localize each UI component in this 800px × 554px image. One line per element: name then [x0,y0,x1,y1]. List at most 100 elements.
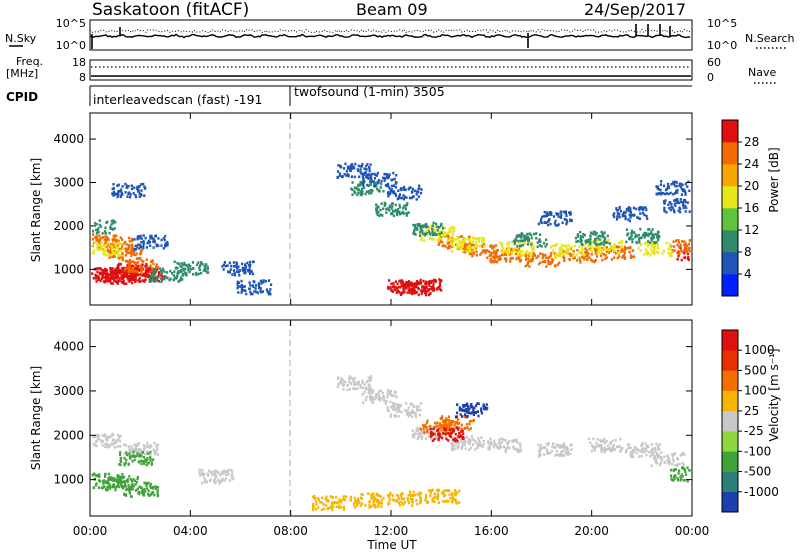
heatmap-cell [104,249,107,253]
heatmap-cell [96,473,99,477]
heatmap-cell [139,448,142,452]
heatmap-cell [92,277,95,280]
heatmap-cell [421,435,424,439]
heatmap-cell [331,508,334,512]
heatmap-cell [98,219,101,222]
heatmap-cell [650,443,653,446]
heatmap-cell [650,464,653,467]
heatmap-cell [119,236,122,240]
heatmap-cell [480,444,484,447]
heatmap-cell [653,455,656,458]
heatmap-cell [399,493,402,497]
heatmap-cell [129,272,132,276]
heatmap-cell [149,234,152,238]
heatmap-cell [144,236,147,240]
heatmap-cell [420,289,423,292]
heatmap-cell [629,236,632,239]
heatmap-cell [322,503,325,506]
heatmap-cell [504,450,507,454]
heatmap-cell [211,470,214,474]
heatmap-cell [391,190,394,193]
heatmap-cell [221,472,224,475]
heatmap-cell [369,394,372,398]
heatmap-cell [531,247,534,250]
heatmap-cell [461,437,464,440]
heatmap-cell [135,252,138,255]
heatmap-cell [503,445,506,449]
heatmap-cell [635,207,638,211]
heatmap-cell [610,248,613,252]
heatmap-cell [151,271,154,275]
heatmap-cell [140,459,143,463]
heatmap-cell [673,202,676,206]
heatmap-cell [445,425,448,429]
heatmap-cell [662,200,666,203]
heatmap-cell [677,241,680,244]
heatmap-cell [520,254,523,258]
heatmap-cell [405,413,409,416]
heatmap-cell [440,236,443,239]
heatmap-cell [380,389,383,393]
heatmap-cell [434,279,437,282]
heatmap-cell [155,444,158,448]
heatmap-cell [112,234,115,238]
colorbar-tick-label: 12 [744,223,759,237]
heatmap-cell [568,211,571,214]
heatmap-cell [662,192,665,195]
heatmap-cell [680,193,684,196]
heatmap-cell [596,438,599,441]
heatmap-cell [474,448,477,451]
heatmap-cell [416,228,419,232]
colorbar-tick-label: 20 [744,179,759,193]
heatmap-cell [411,284,414,287]
heatmap-cell [593,447,597,450]
heatmap-cell [466,402,469,406]
heatmap-cell [269,288,272,291]
heatmap-cell [419,282,423,285]
heatmap-cell [402,288,405,292]
heatmap-cell [416,286,419,290]
heatmap-cell [379,495,382,498]
heatmap-cell [134,264,137,268]
heatmap-cell [468,246,471,249]
heatmap-cell [380,182,383,186]
heatmap-cell [353,383,356,387]
heatmap-cell [538,449,541,453]
heatmap-cell [492,445,495,449]
heatmap-cell [591,250,594,253]
heatmap-cell [405,196,408,199]
heatmap-cell [384,402,387,405]
heatmap-cell [142,260,145,263]
heatmap-cell [118,276,121,280]
heatmap-cell [665,241,668,245]
heatmap-cell [618,205,621,209]
heatmap-cell [660,451,663,454]
heatmap-cell [424,425,427,429]
heatmap-cell [255,284,258,287]
heatmap-cell [107,477,110,481]
heatmap-cell [470,252,473,255]
heatmap-cell [656,445,660,448]
heatmap-cell [667,247,670,251]
heatmap-cell [407,414,410,418]
heatmap-cell [103,230,106,233]
heatmap-cell [388,279,391,282]
heatmap-cell [442,420,445,424]
heatmap-cell [121,185,124,188]
heatmap-cell [682,463,685,467]
heatmap-cell [222,268,225,271]
heatmap-cell [499,257,502,261]
heatmap-cell [409,282,412,285]
heatmap-cell [413,282,417,285]
heatmap-cell [197,261,200,264]
heatmap-cell [140,251,143,255]
heatmap-cell [562,443,565,447]
heatmap-cell [370,493,374,497]
heatmap-cell [126,186,129,189]
heatmap-cell [117,279,120,283]
heatmap-cell [480,251,483,255]
heatmap-cell [435,430,438,434]
heatmap-cell [92,229,95,233]
heatmap-cell [569,452,572,456]
heatmap-cell [671,248,674,252]
